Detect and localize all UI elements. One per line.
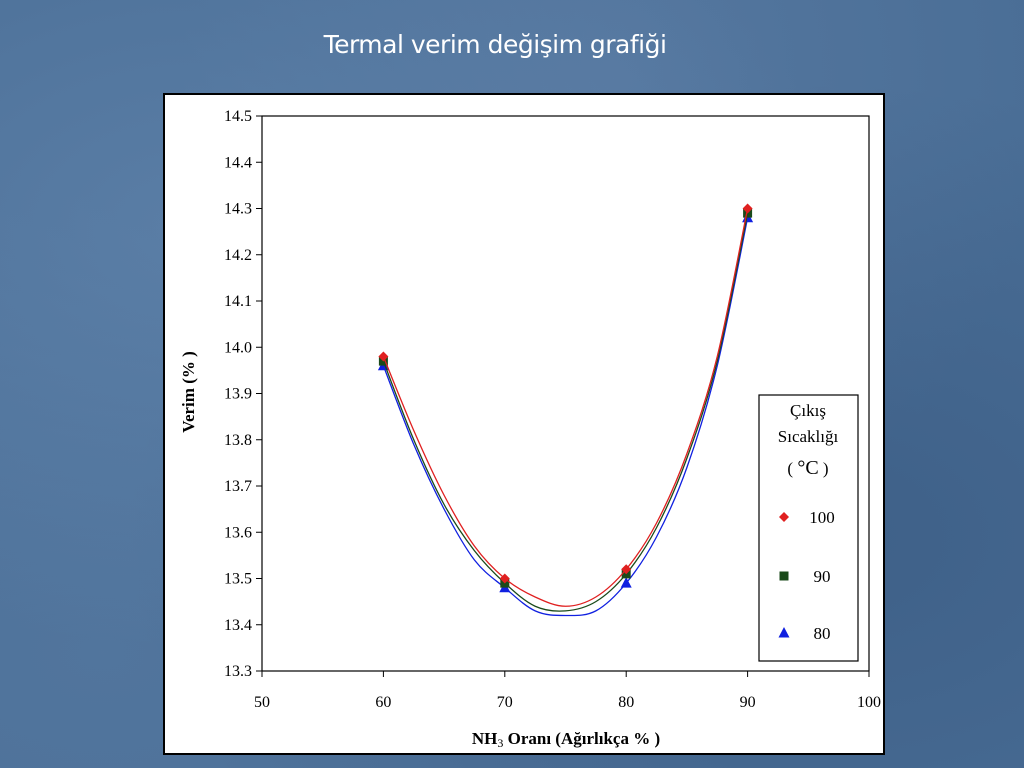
legend-title-line-1: Çıkış: [790, 401, 826, 420]
y-tick-label: 13.6: [224, 524, 252, 541]
data-point: [742, 203, 753, 214]
series-line: [382, 208, 749, 607]
legend-title-close: ): [819, 459, 829, 478]
legend-title-unit: °C: [797, 457, 818, 479]
x-axis-title: NH3 Oranı (Ağırlıkça % ): [472, 729, 660, 750]
y-tick-label: 14.1: [224, 293, 252, 310]
x-axis-title-sub: 3: [497, 736, 503, 750]
x-tick-label: 60: [375, 694, 391, 711]
x-tick-label: 90: [740, 694, 756, 711]
y-tick-label: 14.0: [224, 339, 252, 356]
y-tick-label: 14.3: [224, 201, 252, 218]
x-tick-label: 80: [618, 694, 634, 711]
x-tick-label: 70: [497, 694, 513, 711]
y-tick-label: 13.3: [224, 663, 252, 680]
series-line: [382, 217, 749, 617]
legend-marker-100: [779, 512, 789, 522]
legend-label-100: 100: [809, 508, 835, 527]
y-tick-label: 13.5: [224, 571, 252, 588]
y-tick-label: 13.8: [224, 432, 252, 449]
legend-marker-90: [779, 571, 789, 581]
legend-label-80: 80: [814, 624, 831, 643]
y-tick-label: 14.4: [224, 154, 252, 171]
slide-title: Termal verim değişim grafiği: [323, 30, 667, 59]
y-axis-title: Verim (% ): [179, 351, 198, 433]
y-tick-label: 13.4: [224, 617, 252, 634]
series-80: [377, 211, 754, 617]
y-tick-label: 14.5: [224, 108, 252, 125]
legend-label-90: 90: [814, 567, 831, 586]
legend-marker-80: [778, 627, 790, 638]
series-line: [382, 212, 749, 612]
series-100: [378, 203, 753, 607]
x-tick-label: 100: [857, 694, 881, 711]
y-tick-label: 13.7: [224, 478, 252, 495]
data-point: [621, 564, 632, 575]
y-tick-label: 14.2: [224, 247, 252, 264]
legend-title-line-3: ( °C ): [787, 457, 828, 479]
data-point: [378, 351, 389, 362]
legend: Çıkış Sıcaklığı ( °C ) 100 90 80: [758, 394, 859, 662]
data-point: [620, 577, 632, 588]
y-tick-label: 13.9: [224, 386, 252, 403]
x-axis-title-post: Oranı (Ağırlıkça % ): [503, 729, 660, 748]
series-90: [378, 208, 753, 612]
x-axis-title-pre: NH: [472, 729, 498, 748]
legend-title-line-2: Sıcaklığı: [778, 427, 839, 446]
x-tick-label: 50: [254, 694, 270, 711]
legend-title-open: (: [787, 459, 797, 478]
legend-box: [758, 394, 859, 662]
data-point: [499, 573, 510, 584]
